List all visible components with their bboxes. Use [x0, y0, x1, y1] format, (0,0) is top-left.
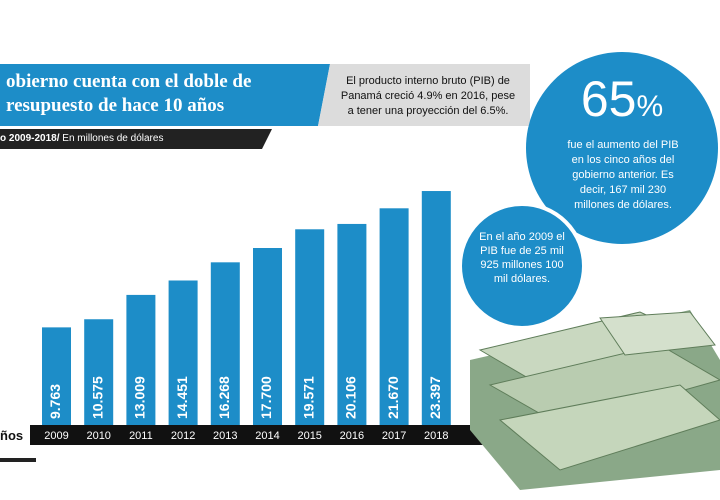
- small-stat-text: En el año 2009 el PIB fue de 25 mil 925 …: [479, 231, 565, 285]
- subtitle-strip: [0, 129, 272, 149]
- subtitle-years: o 2009-2018/: [0, 133, 60, 144]
- big-circle: [526, 52, 718, 244]
- bar: [210, 262, 240, 425]
- x-tick-label: 2013: [213, 430, 237, 442]
- x-tick-label: 2016: [340, 430, 364, 442]
- bar: [379, 208, 409, 425]
- year-strip: [30, 425, 492, 445]
- value-label: 13.009: [132, 376, 148, 419]
- x-axis-label: ños: [0, 428, 24, 443]
- bar: [253, 248, 282, 425]
- value-label: 9.763: [47, 384, 63, 419]
- value-label: 21.670: [385, 376, 401, 419]
- value-label: 19.571: [300, 376, 316, 419]
- x-tick-label: 2010: [86, 430, 110, 442]
- note: El producto interno bruto (PIB) de Panam…: [340, 75, 516, 117]
- value-label: 17.700: [258, 376, 274, 419]
- x-tick-label: 2015: [297, 430, 321, 442]
- value-label: 14.451: [174, 376, 190, 419]
- big-stat-unit: %: [636, 90, 664, 123]
- title-line: resupuesto de hace 10 años: [6, 95, 225, 116]
- chart-title: obierno cuenta con el doble de resupuest…: [6, 70, 326, 118]
- note-box: [318, 64, 530, 126]
- subtitle: o 2009-2018/ En millones de dólares: [0, 133, 163, 144]
- value-label: 23.397: [427, 376, 443, 419]
- footer-line: [0, 458, 36, 462]
- x-tick-label: 2017: [382, 430, 406, 442]
- bar: [42, 327, 71, 425]
- bar: [421, 191, 451, 425]
- bar: [295, 229, 325, 425]
- value-label: 16.268: [216, 376, 232, 419]
- big-stat-text: fue el aumento del PIB en los cinco años…: [567, 139, 679, 211]
- subtitle-note: En millones de dólares: [62, 133, 164, 144]
- title-banner: [0, 64, 330, 126]
- x-tick-label: 2011: [129, 430, 153, 442]
- bar: [168, 280, 198, 425]
- money-illustration: [470, 310, 720, 490]
- value-label: 10.575: [89, 376, 105, 419]
- x-tick-label: 2018: [424, 430, 448, 442]
- x-tick-label: 2009: [44, 430, 68, 442]
- bar: [126, 294, 156, 425]
- bar: [84, 319, 114, 425]
- x-tick-label: 2014: [255, 430, 279, 442]
- title-line: obierno cuenta con el doble de: [6, 71, 252, 92]
- value-label: 20.106: [343, 376, 359, 419]
- x-tick-label: 2012: [171, 430, 195, 442]
- big-stat-number: 65: [580, 71, 637, 127]
- small-circle: [458, 202, 586, 330]
- big-stat: 65%: [547, 70, 697, 128]
- bar: [337, 223, 367, 425]
